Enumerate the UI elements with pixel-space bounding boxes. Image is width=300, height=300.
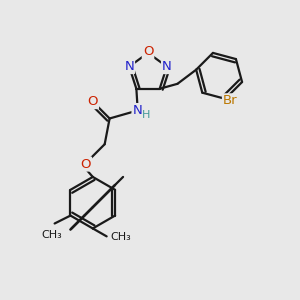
Text: Br: Br [223,94,238,107]
Text: H: H [142,110,151,119]
Text: CH₃: CH₃ [111,232,131,242]
Text: O: O [143,45,153,58]
Text: N: N [162,60,172,73]
Text: CH₃: CH₃ [41,230,62,240]
Text: N: N [124,60,134,73]
Text: O: O [81,158,91,170]
Text: O: O [88,95,98,108]
Text: N: N [133,104,142,117]
